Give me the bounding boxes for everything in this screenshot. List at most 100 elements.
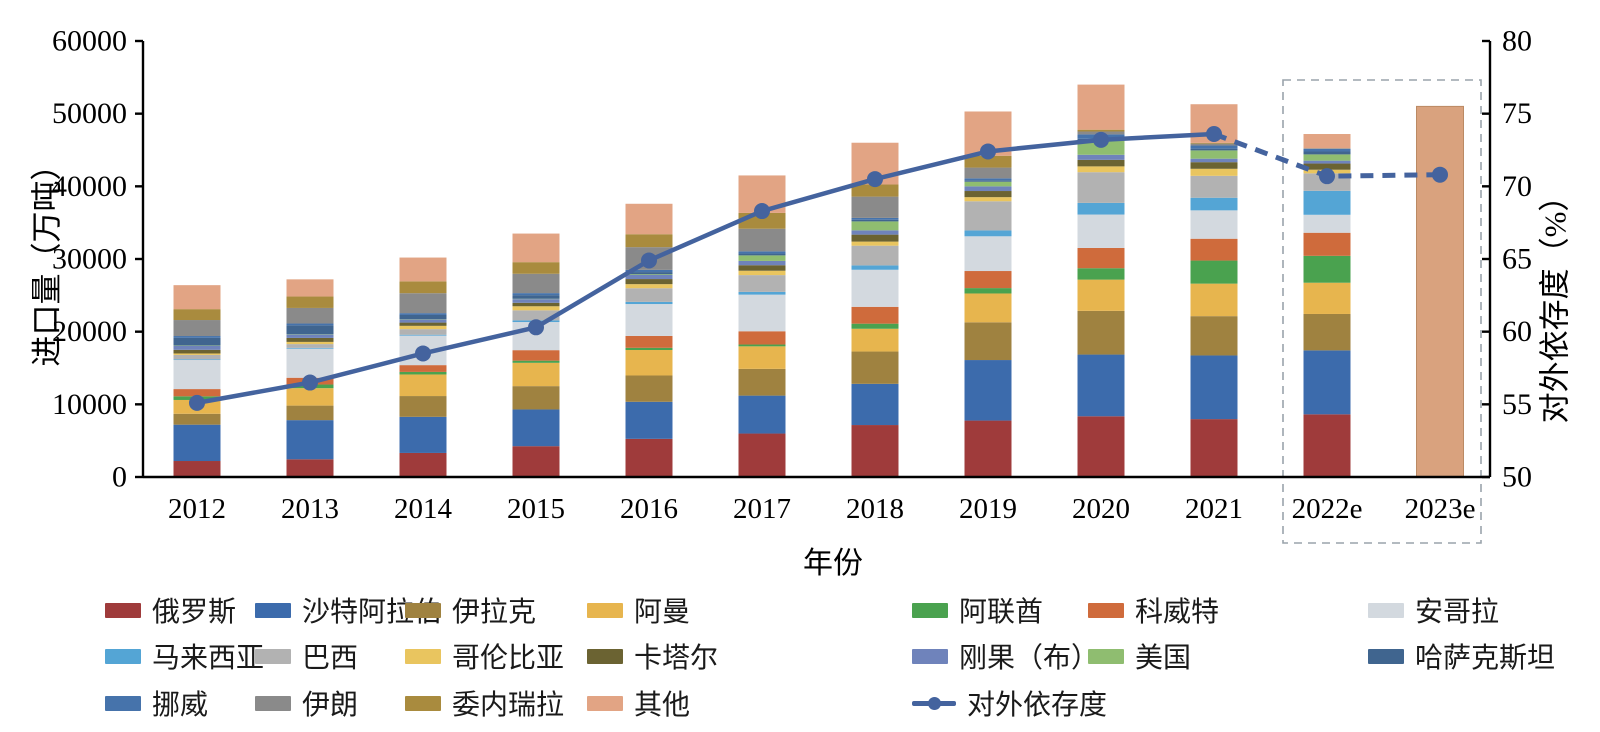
bar-segment-安哥拉-2013 [286, 348, 334, 378]
x-axis-label: 年份 [803, 547, 863, 580]
bar-segment-刚果（布）-2016 [625, 274, 673, 280]
dependence-point-2013 [302, 374, 318, 391]
bar-segment-卡塔尔-2020 [1077, 159, 1125, 167]
bar-segment-挪威-2021 [1190, 145, 1238, 149]
bar-segment-其他-2022e [1303, 134, 1351, 149]
bar-segment-沙特阿拉伯-2016 [625, 401, 673, 439]
bar-segment-俄罗斯-2021 [1190, 419, 1238, 477]
x-tick-label-2020: 2020 [1072, 493, 1130, 525]
bar-segment-其他-2023e [1416, 105, 1464, 478]
bar-segment-委内瑞拉-2021 [1190, 142, 1238, 144]
bar-segment-阿联酋-2020 [1077, 268, 1125, 280]
x-tick-label-2018: 2018 [846, 493, 904, 525]
bar-segment-美国-2017 [738, 255, 786, 261]
bar-segment-阿曼-2020 [1077, 279, 1125, 311]
bar-segment-阿曼-2018 [851, 328, 899, 352]
bar-segment-伊拉克-2012 [173, 413, 221, 425]
bar-segment-伊拉克-2022e [1303, 313, 1351, 351]
right-tick-label: 70 [1502, 170, 1532, 203]
bar-segment-刚果（布）-2018 [851, 230, 899, 235]
bar-segment-俄罗斯-2015 [512, 446, 560, 477]
bar-segment-哈萨克斯坦-2016 [625, 272, 673, 275]
bar-segment-刚果（布）-2012 [173, 345, 221, 350]
bar-segment-马来西亚-2019 [964, 230, 1012, 237]
bar-segment-阿联酋-2019 [964, 288, 1012, 294]
bar-segment-马来西亚-2022e [1303, 190, 1351, 215]
bar-segment-沙特阿拉伯-2021 [1190, 355, 1238, 420]
bar-segment-安哥拉-2021 [1190, 210, 1238, 239]
bar-segment-哈萨克斯坦-2014 [399, 314, 447, 320]
dependence-point-2020 [1093, 131, 1109, 148]
bar-segment-挪威-2016 [625, 269, 673, 273]
bar-segment-卡塔尔-2018 [851, 234, 899, 242]
right-tick-label: 65 [1502, 243, 1532, 276]
bar-segment-委内瑞拉-2018 [851, 184, 899, 197]
bar-segment-阿曼-2017 [738, 346, 786, 369]
bar-segment-卡塔尔-2016 [625, 279, 673, 285]
bar-segment-科威特-2019 [964, 271, 1012, 289]
bar-segment-美国-2016 [625, 274, 673, 275]
bar-segment-科威特-2016 [625, 335, 673, 348]
bar-segment-伊拉克-2015 [512, 386, 560, 410]
bar-segment-俄罗斯-2019 [964, 420, 1012, 477]
bar-segment-卡塔尔-2021 [1190, 162, 1238, 169]
bar-segment-挪威-2012 [173, 336, 221, 338]
forecast-dashed-box [1282, 79, 1482, 544]
dependence-point-2022e [1319, 168, 1335, 185]
bar-segment-科威特-2017 [738, 331, 786, 345]
bar-segment-沙特阿拉伯-2019 [964, 360, 1012, 421]
bar-segment-巴西-2017 [738, 275, 786, 292]
bar-segment-马来西亚-2020 [1077, 202, 1125, 215]
bar-segment-阿曼-2013 [286, 388, 334, 406]
bar-segment-卡塔尔-2017 [738, 265, 786, 271]
bar-segment-安哥拉-2016 [625, 304, 673, 336]
right-tick-label: 55 [1502, 388, 1532, 421]
bar-segment-安哥拉-2017 [738, 294, 786, 332]
dependence-point-2016 [641, 252, 657, 269]
bar-segment-阿联酋-2018 [851, 323, 899, 329]
x-tick-label-2013: 2013 [281, 493, 339, 525]
x-tick-label-2012: 2012 [168, 493, 226, 525]
bar-segment-挪威-2022e [1303, 148, 1351, 152]
bar-segment-挪威-2017 [738, 251, 786, 254]
bar-segment-沙特阿拉伯-2018 [851, 383, 899, 426]
bar-segment-伊拉克-2018 [851, 351, 899, 384]
bar-segment-俄罗斯-2016 [625, 438, 673, 477]
left-tick-label: 10000 [52, 388, 127, 421]
bar-segment-伊朗-2013 [286, 307, 334, 324]
bar-segment-哈萨克斯坦-2012 [173, 337, 221, 346]
bar-segment-安哥拉-2012 [173, 360, 221, 390]
bar-segment-阿联酋-2017 [738, 344, 786, 347]
bar-segment-卡塔尔-2012 [173, 349, 221, 354]
bar-segment-哥伦比亚-2019 [964, 197, 1012, 202]
bar-segment-委内瑞拉-2015 [512, 262, 560, 274]
dependence-point-2017 [754, 203, 770, 220]
bar-segment-哈萨克斯坦-2018 [851, 219, 899, 222]
bar-segment-刚果（布）-2015 [512, 299, 560, 303]
bar-segment-伊朗-2015 [512, 273, 560, 294]
bar-segment-哥伦比亚-2021 [1190, 168, 1238, 176]
bar-segment-哈萨克斯坦-2021 [1190, 148, 1238, 151]
bar-segment-伊朗-2017 [738, 228, 786, 252]
bar-segment-马来西亚-2018 [851, 265, 899, 270]
bar-segment-美国-2021 [1190, 150, 1238, 159]
bar-segment-科威特-2018 [851, 306, 899, 324]
right-tick-label: 60 [1502, 315, 1532, 348]
bar-segment-沙特阿拉伯-2013 [286, 420, 334, 460]
bar-segment-刚果（布）-2013 [286, 334, 334, 338]
bar-segment-卡塔尔-2022e [1303, 163, 1351, 170]
bar-segment-马来西亚-2014 [399, 334, 447, 336]
dependence-line-solid [196, 131, 1215, 406]
bar-segment-卡塔尔-2015 [512, 302, 560, 307]
dependence-point-2019 [980, 143, 996, 160]
bar-segment-挪威-2018 [851, 217, 899, 220]
bar-segment-美国-2018 [851, 221, 899, 231]
bar-segment-伊朗-2022e [1303, 148, 1351, 149]
left-tick-label: 60000 [52, 25, 127, 58]
bar-segment-沙特阿拉伯-2014 [399, 416, 447, 453]
right-tick-label: 80 [1502, 25, 1532, 58]
bar-segment-挪威-2014 [399, 313, 447, 315]
bar-segment-哥伦比亚-2014 [399, 325, 447, 330]
bar-segment-其他-2020 [1077, 84, 1125, 130]
bar-segment-沙特阿拉伯-2022e [1303, 350, 1351, 415]
